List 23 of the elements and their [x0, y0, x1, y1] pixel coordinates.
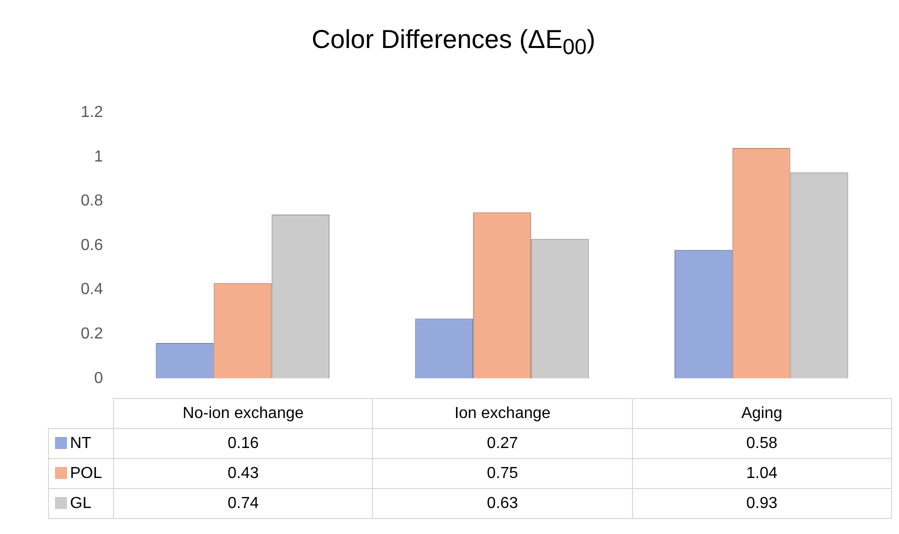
y-tick-label: 0.8: [80, 192, 104, 210]
x-tick-label: No-ion exchange: [114, 398, 373, 428]
chart-title: Color Differences (ΔE$_{00}$): [310, 24, 596, 60]
data-label: 0.63: [372, 488, 632, 518]
y-tick-label: 0.4: [80, 281, 104, 298]
y-tick-label: 0.6: [80, 236, 104, 254]
y-tick-label: 0: [94, 370, 104, 387]
data-label: 0.74: [114, 488, 373, 518]
x-tick-label: Aging: [632, 398, 892, 428]
data-label: 0.27: [372, 428, 632, 458]
legend-label: NT: [48, 428, 114, 458]
data-label: 0.16: [114, 428, 373, 458]
legend-label: POL: [48, 458, 114, 488]
x-tick-label: Ion exchange: [372, 398, 632, 428]
data-label: 0.58: [632, 428, 892, 458]
y-tick-label: 1: [94, 148, 104, 166]
y-tick-label: 1.2: [80, 104, 104, 122]
y-tick-label: 0.2: [80, 326, 104, 343]
data-label: 1.04: [632, 458, 892, 488]
data-label: 0.75: [372, 458, 632, 488]
data-label: 0.93: [632, 488, 892, 518]
data-label: 0.43: [114, 458, 373, 488]
legend-label: GL: [48, 488, 114, 518]
